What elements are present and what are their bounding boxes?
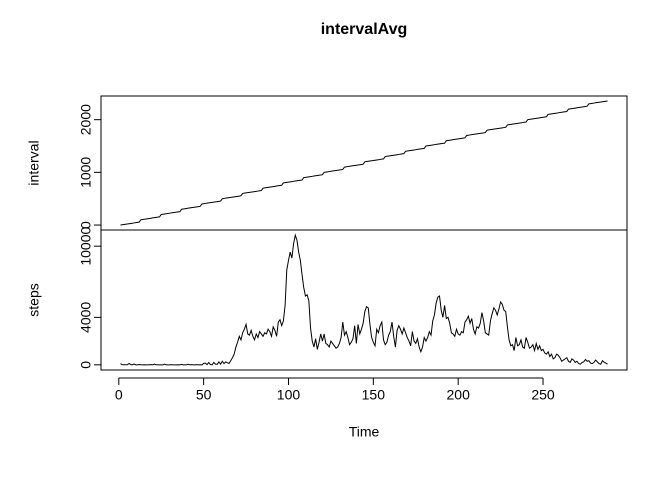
y-axis-label: interval <box>26 140 42 185</box>
series-line <box>120 233 608 366</box>
y-tick-label: 2000 <box>78 104 94 135</box>
y-tick-label: 1000 <box>78 157 94 188</box>
panel-frame <box>100 229 628 371</box>
x-tick-label: 250 <box>531 387 555 403</box>
x-tick-label: 100 <box>277 387 301 403</box>
x-tick-label: 50 <box>196 387 212 403</box>
x-axis-label: Time <box>349 424 380 440</box>
y-axis-label: steps <box>26 283 42 316</box>
y-tick-label: 0 <box>78 221 94 229</box>
x-tick-label: 0 <box>115 387 123 403</box>
x-tick-label: 200 <box>447 387 471 403</box>
y-tick-label: 4000 <box>78 302 94 333</box>
y-tick-label: 0 <box>78 361 94 369</box>
series-line <box>120 100 608 226</box>
chart-title: intervalAvg <box>321 21 408 38</box>
x-tick-label: 150 <box>362 387 386 403</box>
y-tick-label: 10000 <box>78 227 94 266</box>
